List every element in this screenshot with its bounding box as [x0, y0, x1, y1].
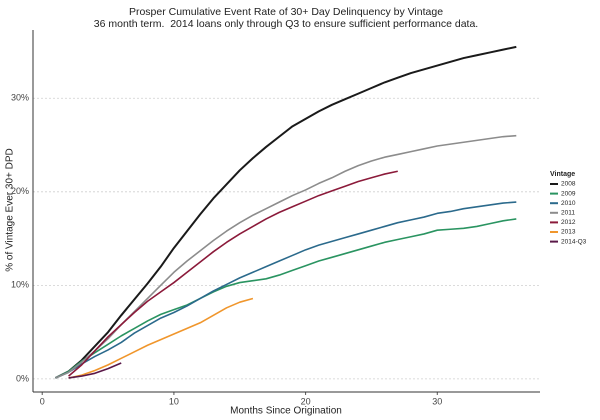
x-tick-label: 20: [301, 396, 311, 406]
legend-label: 2014-Q3: [561, 238, 587, 245]
x-axis-label: Months Since Origination: [230, 406, 342, 417]
legend-label: 2012: [561, 219, 576, 226]
legend-label: 2010: [561, 200, 576, 207]
x-tick-label: 0: [40, 396, 45, 406]
legend-label: 2011: [561, 210, 575, 217]
series-line: [54, 45, 517, 379]
series-line: [68, 170, 398, 377]
series-line: [55, 134, 517, 379]
series-line: [55, 218, 517, 379]
legend-label: 2013: [561, 229, 576, 236]
y-tick-label: 10%: [11, 280, 29, 290]
series-line: [68, 362, 122, 379]
chart-subtitle: 36 month term. 2014 loans only through Q…: [94, 18, 478, 30]
legend-title: Vintage: [550, 171, 575, 178]
series-line: [68, 297, 254, 379]
legend-label: 2008: [561, 181, 576, 188]
legend-label: 2009: [561, 190, 576, 197]
y-tick-label: 20%: [11, 186, 29, 196]
series-line: [55, 201, 517, 379]
x-tick-label: 30: [432, 396, 442, 406]
x-tick-label: 10: [169, 396, 179, 406]
y-axis-label: % of Vintage Ever 30+ DPD: [5, 148, 16, 272]
y-tick-label: 0%: [16, 373, 29, 383]
chart-title: Prosper Cumulative Event Rate of 30+ Day…: [129, 6, 443, 18]
y-tick-label: 30%: [11, 93, 29, 103]
